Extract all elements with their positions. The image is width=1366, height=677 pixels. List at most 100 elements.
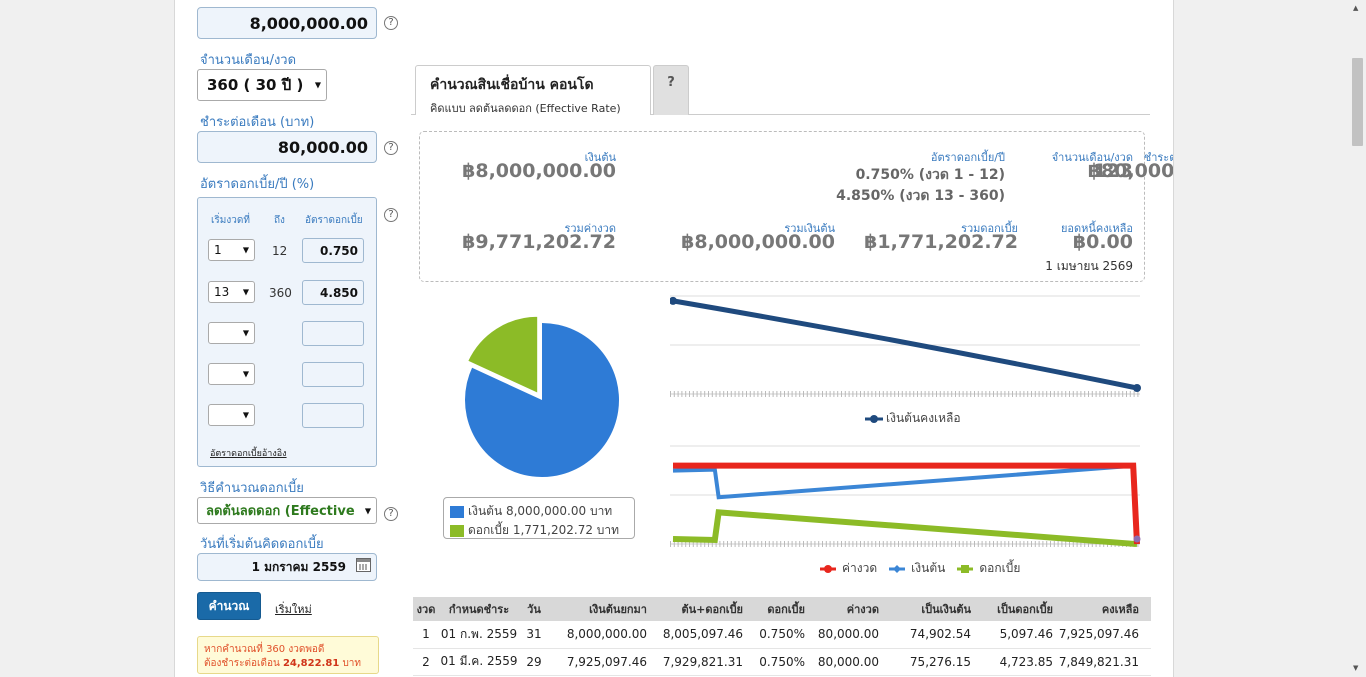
- note-line-1: หากคำนวณที่ 360 งวดพอดี: [204, 644, 325, 655]
- summary-total-principal-value: ฿8,000,000.00: [681, 231, 835, 253]
- principal-legend-marker: [889, 564, 906, 573]
- pie-slice-interest: [467, 315, 539, 395]
- monthly-payment-label: ชำระต่อเดือน (บาท): [200, 115, 315, 130]
- calendar-icon[interactable]: [356, 558, 371, 572]
- breakdown-legend: ค่างวด เงินต้น ดอกเบี้ย: [820, 559, 1020, 578]
- col-to-interest: เป็นดอกเบี้ย: [975, 597, 1057, 621]
- start-date-label: วันที่เริ่มต้นคิดดอกเบี้ย: [200, 537, 324, 552]
- interest-legend-text: ดอกเบี้ย: [979, 561, 1021, 575]
- principal-legend-text: เงินต้น: [911, 561, 946, 575]
- breakdown-line-chart: [670, 445, 1141, 547]
- cell-installment: 1: [413, 621, 439, 649]
- balance-start-point: [670, 296, 677, 305]
- col-remaining: คงเหลือ: [1057, 597, 1151, 621]
- pie-legend-principal-text: เงินต้น 8,000,000.00 บาท: [468, 504, 613, 518]
- summary-rate-line-1: 0.750% (งวด 1 - 12): [855, 167, 1005, 183]
- method-select[interactable]: ลดต้นลดดอก (Effective ▼: [197, 497, 377, 524]
- rate-input[interactable]: [302, 321, 364, 346]
- schedule-table: งวด กำหนดชำระ วัน เงินต้นยกมา ต้น+ดอกเบี…: [413, 597, 1151, 676]
- calculate-button[interactable]: คำนวณ: [197, 592, 261, 620]
- col-principal-plus-interest: ต้น+ดอกเบี้ย: [651, 597, 747, 621]
- summary-total-interest-value: ฿1,771,202.72: [864, 231, 1018, 253]
- summary-total-paid-label: รวมค่างวด: [564, 222, 616, 235]
- help-icon[interactable]: ?: [384, 141, 398, 155]
- note-suffix: บาท: [339, 658, 362, 669]
- pie-chart: [465, 315, 619, 477]
- rate-start-select[interactable]: 1 ▼: [208, 239, 255, 261]
- rate-col-to: ถึง: [274, 215, 285, 226]
- col-due-date: กำหนดชำระ: [439, 597, 519, 621]
- rate-input[interactable]: [302, 362, 364, 387]
- pie-slice-principal: [465, 323, 619, 477]
- cell-interest-rate: 0.750%: [747, 648, 809, 676]
- interest-series-line: [672, 509, 1138, 547]
- pie-legend-interest: ดอกเบี้ย 1,771,202.72 บาท: [450, 521, 628, 540]
- monthly-payment-input[interactable]: 80,000.00: [197, 131, 377, 163]
- rate-input[interactable]: 0.750: [302, 238, 364, 263]
- tab-baseline: [411, 114, 1150, 115]
- cell-remaining: 7,925,097.46: [1057, 621, 1151, 649]
- balance-series-line: [670, 298, 1140, 391]
- chevron-down-icon: ▼: [360, 506, 371, 515]
- reference-rate-link[interactable]: อัตราดอกเบี้ยอ้างอิง: [210, 449, 287, 459]
- col-interest-rate: ดอกเบี้ย: [747, 597, 809, 621]
- interest-legend-marker: [957, 564, 974, 573]
- start-date-input[interactable]: 1 มกราคม 2559: [197, 553, 377, 581]
- method-label: วิธีคำนวณดอกเบี้ย: [200, 481, 304, 496]
- summary-total-principal-label: รวมเงินต้น: [784, 222, 835, 235]
- note-line-2: ต้องชำระต่อเดือน 24,822.81 บาท: [204, 657, 372, 671]
- principal-series-line: [672, 463, 1139, 545]
- reset-link[interactable]: เริ่มใหม่: [275, 603, 312, 616]
- payment-legend-marker: [820, 564, 836, 573]
- cell-to-interest: 4,723.85: [975, 648, 1057, 676]
- tab-title: คำนวณสินเชื่อบ้าน คอนโด: [430, 77, 594, 93]
- rate-start-select[interactable]: 13 ▼: [208, 281, 255, 303]
- chevron-down-icon: ▼: [242, 369, 249, 379]
- rate-col-start: เริ่มงวดที่: [211, 215, 250, 226]
- rate-start-select[interactable]: ▼: [208, 322, 255, 344]
- months-select[interactable]: 360 ( 30 ปี ) ▼: [197, 69, 327, 101]
- help-icon[interactable]: ?: [384, 507, 398, 521]
- chevron-down-icon: ▼: [242, 245, 249, 255]
- scrollbar-thumb[interactable]: [1352, 58, 1363, 146]
- balance-line-chart: [670, 295, 1141, 397]
- cell-to-interest: 5,097.46: [975, 621, 1057, 649]
- summary-rate-line-2: 4.850% (งวด 13 - 360): [836, 188, 1005, 204]
- months-label: จำนวนเดือน/งวด: [200, 53, 297, 68]
- table-row: 2 01 มี.ค. 2559 29 7,925,097.46 7,929,82…: [413, 648, 1151, 676]
- rate-start-select[interactable]: ▼: [208, 404, 255, 426]
- page-scrollbar[interactable]: ▲ ▼: [1349, 0, 1366, 677]
- rate-to-value: 12: [272, 244, 288, 258]
- scroll-down-icon[interactable]: ▼: [1353, 664, 1359, 672]
- summary-principal-label: เงินต้น: [584, 151, 616, 164]
- chevron-down-icon: ▼: [242, 287, 249, 297]
- balance-legend: เงินต้นคงเหลือ: [865, 409, 961, 428]
- cell-payment: 80,000.00: [809, 648, 883, 676]
- rate-start-select[interactable]: ▼: [208, 363, 255, 385]
- swatch-interest: [450, 524, 464, 537]
- summary-months-value: 123: [1093, 160, 1133, 182]
- tab-calculator[interactable]: คำนวณสินเชื่อบ้าน คอนโด คิดแบบ ลดต้นลดดอ…: [415, 65, 651, 115]
- cell-principal-forward: 8,000,000.00: [549, 621, 651, 649]
- rate-input[interactable]: 4.850: [302, 280, 364, 305]
- balance-end-point: [1133, 384, 1141, 392]
- scroll-up-icon[interactable]: ▲: [1353, 4, 1359, 12]
- chevron-down-icon: ▼: [314, 80, 321, 90]
- payment-legend-text: ค่างวด: [842, 561, 878, 575]
- col-installment: งวด: [413, 597, 439, 621]
- loan-amount-input[interactable]: 8,000,000.00: [197, 7, 377, 39]
- help-icon[interactable]: ?: [384, 16, 398, 30]
- cell-remaining: 7,849,821.31: [1057, 648, 1151, 676]
- rate-input[interactable]: [302, 403, 364, 428]
- cell-interest-rate: 0.750%: [747, 621, 809, 649]
- col-to-principal: เป็นเงินต้น: [883, 597, 975, 621]
- cell-installment: 2: [413, 648, 439, 676]
- summary-balance-value: ฿0.00: [1072, 231, 1133, 253]
- summary-total-interest-label: รวมดอกเบี้ย: [961, 222, 1018, 235]
- tab-help[interactable]: ?: [653, 65, 689, 115]
- cell-principal-plus-interest: 8,005,097.46: [651, 621, 747, 649]
- help-icon[interactable]: ?: [384, 208, 398, 222]
- rate-col-rate: อัตราดอกเบี้ย: [305, 215, 363, 226]
- pie-legend: เงินต้น 8,000,000.00 บาท ดอกเบี้ย 1,771,…: [443, 497, 635, 539]
- cell-due-date: 01 ก.พ. 2559: [439, 621, 519, 649]
